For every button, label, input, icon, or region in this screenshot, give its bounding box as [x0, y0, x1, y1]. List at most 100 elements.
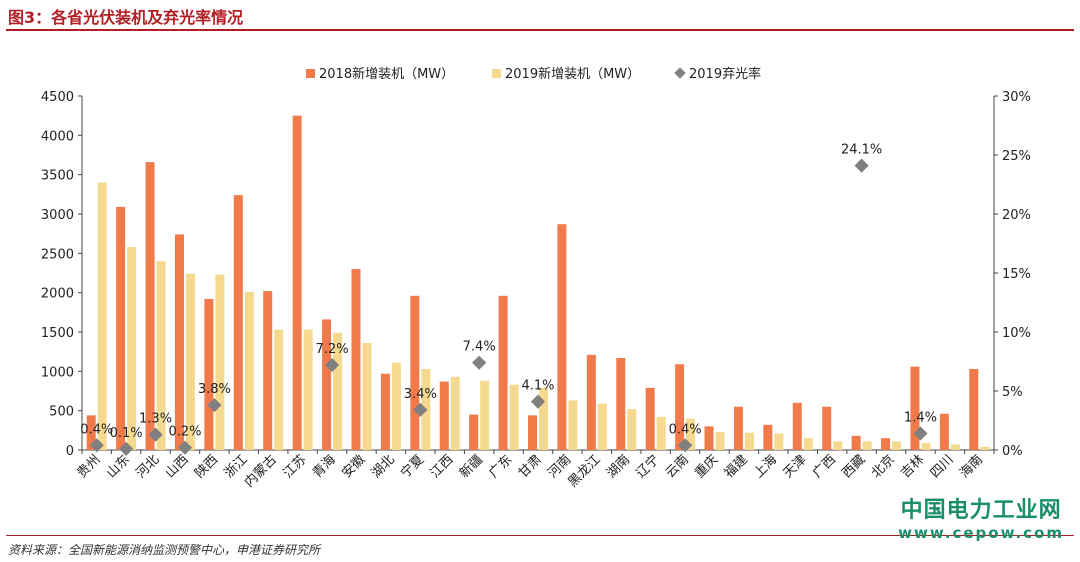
category-label: 湖南	[603, 452, 633, 482]
bar-2019	[921, 442, 931, 450]
category-label: 四川	[928, 452, 957, 481]
legend-swatch	[492, 69, 501, 78]
bar-2019	[833, 441, 843, 450]
source-note: 资料来源：全国新能源消纳监测预警中心，申港证券研究所	[8, 543, 321, 557]
bar-2019	[862, 441, 872, 450]
left-tick-label: 3000	[41, 208, 74, 223]
left-tick-label: 4500	[41, 90, 74, 105]
curtailment-label: 1.3%	[139, 412, 172, 427]
category-label: 吉林	[898, 452, 927, 481]
curtailment-label: 7.4%	[463, 340, 496, 355]
category-label: 福建	[722, 452, 751, 481]
curtailment-point	[678, 438, 693, 453]
bar-2018	[910, 366, 920, 450]
bar-2018	[675, 364, 685, 450]
bar-2019	[568, 400, 578, 450]
legend-swatch	[674, 67, 686, 79]
watermark-name: 中国电力工业网	[900, 498, 1062, 523]
category-label: 辽宁	[633, 452, 663, 482]
category-label: 湖北	[369, 452, 398, 481]
bar-2018	[645, 387, 655, 450]
bar-2019	[303, 329, 313, 450]
category-label: 天津	[781, 452, 810, 481]
left-tick-label: 2500	[41, 247, 74, 262]
legend-label: 2019新增装机（MW）	[505, 66, 640, 82]
category-label: 青海	[310, 452, 339, 481]
source-divider	[6, 535, 1074, 536]
bar-2019	[892, 441, 902, 450]
bar-2018	[380, 373, 390, 450]
category-label: 贵州	[75, 452, 104, 481]
bar-2019	[391, 362, 401, 450]
bar-2018	[292, 115, 302, 451]
curtailment-point	[148, 427, 163, 442]
bar-2018	[851, 435, 861, 450]
bar-2018	[263, 291, 273, 450]
category-label: 甘肃	[516, 452, 545, 481]
category-label: 陕西	[192, 452, 221, 481]
category-label: 广东	[486, 452, 515, 481]
curtailment-point	[207, 398, 222, 413]
curtailment-point	[472, 355, 487, 370]
curtailment-point	[324, 357, 340, 373]
chart-points: 0.4%0.1%1.3%0.2%3.8%7.2%3.4%7.4%4.1%0.4%…	[80, 143, 937, 456]
bar-2019	[539, 387, 548, 450]
category-label: 安徽	[339, 452, 368, 481]
category-label: 西藏	[839, 452, 868, 481]
left-tick-label: 0	[66, 444, 74, 459]
bar-2019	[627, 409, 637, 450]
bar-2018	[792, 402, 802, 450]
curtailment-point	[177, 440, 193, 455]
category-label: 广西	[810, 452, 839, 481]
category-label: 云南	[662, 452, 692, 482]
curtailment-label: 0.1%	[110, 426, 143, 441]
curtailment-label: 0.2%	[168, 425, 201, 440]
right-tick-label: 25%	[1002, 149, 1031, 164]
curtailment-point	[913, 426, 928, 441]
left-tick-label: 2000	[41, 287, 74, 302]
curtailment-point	[854, 158, 869, 173]
bar-2018	[86, 415, 96, 450]
right-tick-label: 10%	[1002, 326, 1031, 341]
bar-2019	[97, 182, 107, 451]
category-label: 宁夏	[397, 452, 427, 482]
left-tick-label: 500	[49, 405, 74, 420]
bar-2018	[763, 424, 773, 450]
legend-label: 2019弃光率	[689, 66, 761, 82]
left-tick-label: 1500	[41, 326, 74, 341]
bar-2018	[322, 319, 332, 450]
curtailment-label: 0.4%	[80, 422, 113, 437]
curtailment-label: 4.1%	[521, 379, 554, 394]
bar-2018	[233, 195, 243, 450]
bar-2018	[822, 406, 832, 450]
bar-2018	[939, 413, 949, 450]
category-label: 新疆	[456, 452, 486, 482]
chart-bars	[86, 115, 990, 451]
curtailment-label: 3.8%	[198, 382, 231, 397]
bar-2019	[185, 273, 195, 450]
chart-axes: 0 500 1000 1500 2000 2500 3000 3500 4000 4500 0% 5%…	[41, 90, 1031, 459]
category-label: 黑龙江	[565, 452, 603, 490]
curtailment-point	[413, 402, 428, 417]
right-tick-label: 0%	[1002, 444, 1023, 459]
bar-2018	[204, 298, 214, 450]
left-tick-label: 4000	[41, 129, 74, 144]
bar-2018	[616, 357, 626, 450]
bar-2019	[215, 274, 225, 450]
bar-2019	[656, 416, 666, 450]
chart-legend: 2018新增装机（MW） 2019新增装机（MW） 2019弃光率	[306, 66, 761, 82]
bar-2019	[715, 431, 725, 450]
curtailment-label: 1.4%	[904, 410, 937, 425]
category-label: 河北	[133, 452, 162, 481]
bar-2019	[980, 446, 990, 450]
curtailment-label: 24.1%	[841, 143, 882, 158]
category-label: 江西	[428, 452, 457, 481]
curtailment-point	[530, 394, 546, 409]
bar-2019	[333, 332, 343, 450]
bar-2019	[950, 444, 960, 450]
bar-2019	[744, 432, 754, 450]
bar-2018	[351, 269, 361, 450]
bar-2019	[509, 384, 519, 450]
bar-2018	[881, 438, 891, 450]
bar-2019	[480, 380, 490, 450]
